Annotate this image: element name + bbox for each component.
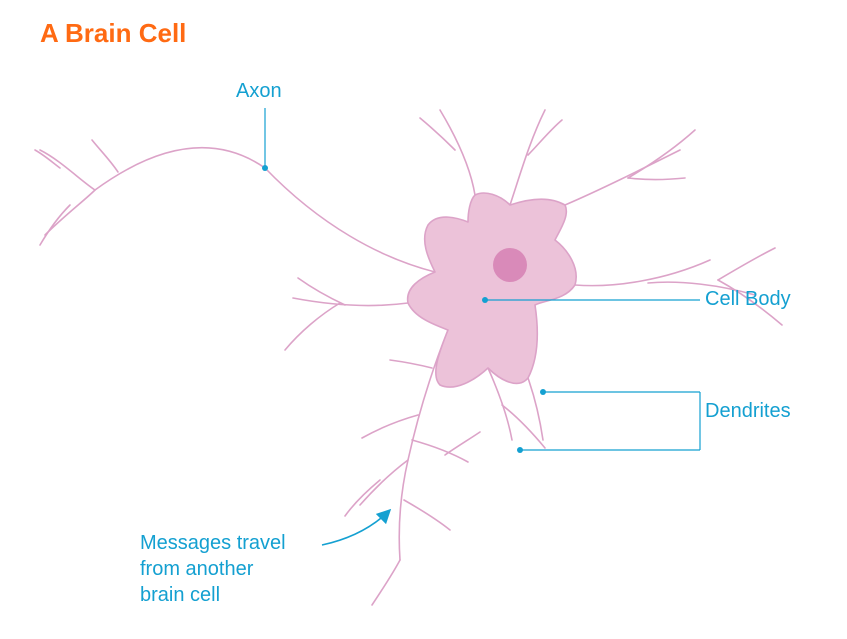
dendrite-branch [628, 178, 685, 180]
lower-dendrite-branch [362, 415, 418, 438]
label-messages-line: Messages travel [140, 530, 286, 556]
dendrite-branch [420, 118, 455, 150]
neuron-illustration [0, 0, 847, 639]
nucleus [493, 248, 527, 282]
dendrite-dot-2 [517, 447, 523, 453]
dendrite-branch [565, 150, 680, 205]
dendrite-branch [718, 248, 775, 280]
label-axon: Axon [236, 80, 282, 103]
leader-cellbody-dot [482, 297, 488, 303]
diagram-canvas: A Brain Cell Axon Cell Body Dendrites Me… [0, 0, 847, 639]
diagram-title: A Brain Cell [40, 18, 186, 49]
dendrite-branch [298, 278, 345, 305]
axon-terminal [35, 150, 60, 168]
dendrite-dot-1 [540, 389, 546, 395]
axon-terminal [40, 150, 95, 190]
dendrite-branch [510, 110, 545, 205]
dendrite-branch [575, 260, 710, 286]
lower-dendrite-branch [445, 432, 480, 455]
label-messages: Messages travelfrom anotherbrain cell [140, 530, 286, 608]
lower-dendrite-branch [345, 480, 380, 516]
label-cell-body: Cell Body [705, 288, 791, 311]
cell-body-shape [408, 193, 577, 387]
dendrite-branch [285, 303, 340, 350]
dendrite-branch [440, 110, 475, 195]
dendrite-branch [293, 298, 408, 305]
lower-dendrite-branch [404, 500, 450, 530]
label-messages-line: from another [140, 556, 286, 582]
label-dendrites: Dendrites [705, 400, 791, 423]
messages-arrow [322, 510, 390, 545]
lower-dendrite-branch [412, 440, 468, 462]
leader-axon-dot [262, 165, 268, 171]
label-messages-line: brain cell [140, 582, 286, 608]
axon-terminal [92, 140, 118, 172]
axon-terminal [45, 190, 95, 235]
lower-dendrite-branch [372, 560, 400, 605]
lower-dendrite-branch [390, 360, 432, 368]
